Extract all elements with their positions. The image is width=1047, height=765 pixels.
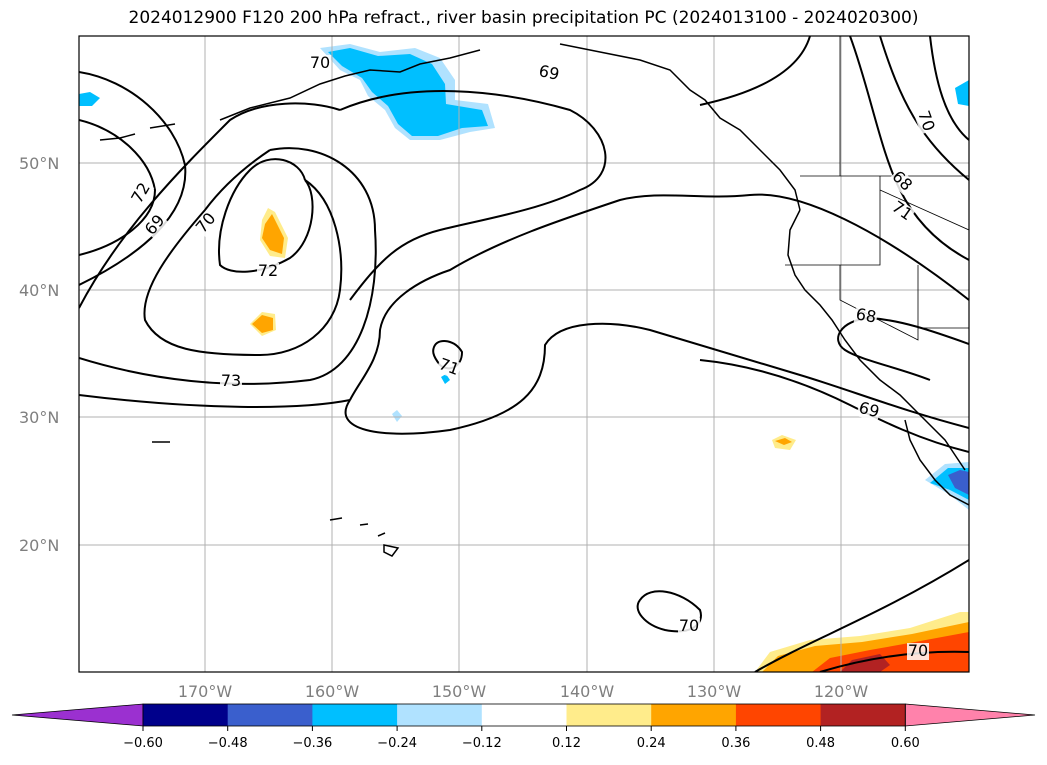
contour-label-bg [309, 55, 331, 72]
colorbar-segment [397, 704, 483, 726]
colorbar-segment [143, 704, 229, 726]
map-frame [78, 35, 970, 673]
colorbar-extend-high [904, 703, 1036, 727]
lat-label-50n: 50°N [19, 154, 59, 173]
lon-label-130w: 130°W [687, 682, 742, 701]
contour-label: 68 [854, 304, 877, 326]
colorbar-extend-low [11, 703, 144, 727]
graticule [79, 36, 969, 672]
colorbar-segment [227, 704, 313, 726]
colorbar-ticks: −0.60 −0.48 −0.36 −0.24 −0.12 0.12 0.24 0.36 0.4… [123, 726, 920, 751]
colorbar-tick-label: 0.60 [891, 736, 920, 751]
longitude-labels: 170°W 160°W 150°W 140°W 130°W 120°W [178, 682, 869, 701]
map-title: 2024012900 F120 200 hPa refract., river … [128, 8, 919, 28]
colorbar-tick-label: 0.36 [721, 736, 750, 751]
lat-label-20n: 20°N [19, 536, 59, 555]
colorbar [11, 703, 1036, 727]
colorbar-segment [312, 704, 398, 726]
contour-label-bg [856, 399, 882, 422]
lat-label-30n: 30°N [19, 408, 59, 427]
contour-label-bg [913, 107, 938, 135]
contour-label: 72 [258, 261, 278, 280]
contour-label: 70 [310, 53, 330, 72]
contour-label-bg [907, 643, 929, 660]
colorbar-segment [651, 704, 737, 726]
colorbar-tick-label: 0.12 [552, 736, 581, 751]
contour-label-bg [128, 179, 155, 208]
colorbar-segment [566, 704, 652, 726]
contour-label-bg [257, 263, 279, 280]
contour-label-bg [853, 306, 879, 327]
colorbar-tick-label: 0.24 [637, 736, 666, 751]
lon-label-160w: 160°W [305, 682, 360, 701]
contour-label: 69 [537, 61, 561, 84]
contour-label: 69 [857, 398, 882, 422]
contour-label-bg [887, 198, 916, 225]
colorbar-frame [142, 703, 906, 727]
contour-label-bg [678, 618, 700, 635]
contour-label: 73 [221, 371, 241, 390]
lat-label-40n: 40°N [19, 281, 59, 300]
colorbar-tick-label: −0.12 [462, 736, 502, 751]
contour-label: 70 [908, 641, 928, 660]
lon-label-150w: 150°W [432, 682, 487, 701]
lon-label-170w: 170°W [178, 682, 233, 701]
contour-label-bg [192, 209, 220, 238]
latitude-labels: 50°N 40°N 30°N 20°N [19, 154, 59, 555]
contour-label-bg [141, 211, 169, 240]
contour-label-bg [435, 355, 463, 380]
colorbar-tick-label: −0.48 [208, 736, 248, 751]
colorbar-tick-label: −0.36 [292, 736, 332, 751]
lon-label-120w: 120°W [814, 682, 869, 701]
colorbar-tick-label: 0.48 [806, 736, 835, 751]
lon-label-140w: 140°W [560, 682, 615, 701]
contour-label: 70 [679, 616, 699, 635]
colorbar-tick-label: −0.24 [377, 736, 417, 751]
contour-label-bg [536, 62, 562, 85]
borders [785, 36, 969, 341]
colorbar-segment [735, 704, 822, 726]
colorbar-tick-label: −0.60 [123, 736, 163, 751]
contour-label-bg [220, 373, 242, 390]
colorbar-segment [820, 704, 906, 726]
colorbar-segment [481, 704, 567, 726]
contour-label-bg [887, 167, 916, 196]
